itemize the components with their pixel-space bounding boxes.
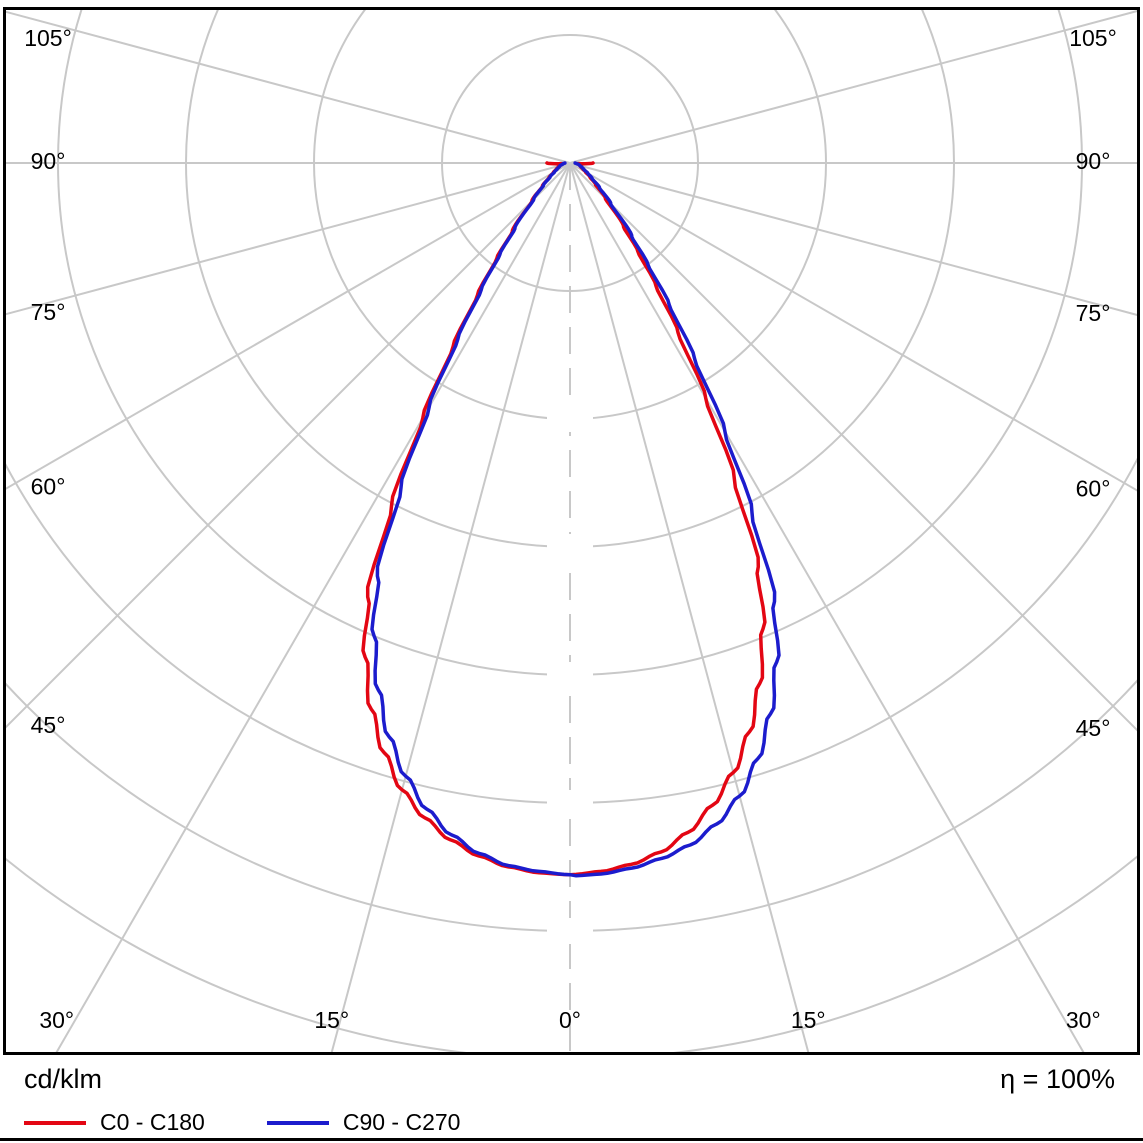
- legend: cd/klm η = 100% C0 - C180 C90 - C270: [0, 1058, 1143, 1136]
- grid-ray: [6, 162, 571, 490]
- grid-ray: [569, 10, 1137, 164]
- efficiency-label: η = 100%: [1000, 1064, 1115, 1094]
- angle-label: 0°: [559, 1007, 581, 1033]
- angle-label: 60°: [31, 474, 66, 500]
- angle-label: 105°: [1069, 25, 1117, 51]
- angle-label: 45°: [1076, 715, 1111, 741]
- angle-label: 30°: [39, 1007, 74, 1033]
- grid-ray: [569, 162, 810, 1052]
- polar-plot-frame: 0° 15° 15° 30° 30° 45° 45° 60° 60° 75° 75° 90° 90° 10…: [3, 7, 1140, 1055]
- polar-grid: [6, 10, 1137, 1052]
- grid-ray: [569, 162, 1085, 1052]
- c0-c180-line-swatch: [24, 1120, 86, 1125]
- polar-chart: 0° 15° 15° 30° 30° 45° 45° 60° 60° 75° 75° 90° 90° 10…: [6, 10, 1137, 1052]
- angle-label: 90°: [1076, 148, 1111, 174]
- unit-label: cd/klm: [24, 1064, 103, 1094]
- radial-label-mask: [547, 534, 593, 560]
- curve-c90-c270: [370, 161, 781, 878]
- radial-label-mask: [547, 790, 593, 816]
- radial-label-mask: [547, 406, 593, 432]
- legend-top-row: cd/klm η = 100%: [0, 1058, 1143, 1095]
- angle-label: 90°: [31, 148, 66, 174]
- grid-ray: [6, 10, 571, 164]
- radial-label-mask: [547, 918, 593, 944]
- angle-label: 15°: [314, 1007, 349, 1033]
- grid-ray: [330, 162, 571, 1052]
- grid-ray: [55, 162, 571, 1052]
- angle-label: 60°: [1076, 475, 1111, 501]
- angle-label: 75°: [1076, 300, 1111, 326]
- angle-label: 30°: [1066, 1007, 1101, 1033]
- angle-label: 75°: [31, 299, 66, 325]
- c90-c270-line-swatch: [266, 1120, 329, 1125]
- grid-ray: [569, 162, 1137, 316]
- angle-label: 105°: [24, 25, 72, 51]
- grid-ray: [6, 162, 571, 316]
- bottom-rule: [0, 1138, 1143, 1141]
- c90-c270-label: C90 - C270: [342, 1109, 461, 1135]
- angle-label: 15°: [791, 1007, 826, 1033]
- grid-ray: [569, 162, 1137, 492]
- grid-ray: [6, 162, 571, 729]
- angle-label: 45°: [31, 712, 66, 738]
- c0-c180-label: C0 - C180: [100, 1109, 205, 1135]
- grid-ray: [569, 162, 1137, 732]
- radial-label-mask: [547, 662, 593, 688]
- legend-series-row: C0 - C180 C90 - C270: [0, 1095, 1143, 1136]
